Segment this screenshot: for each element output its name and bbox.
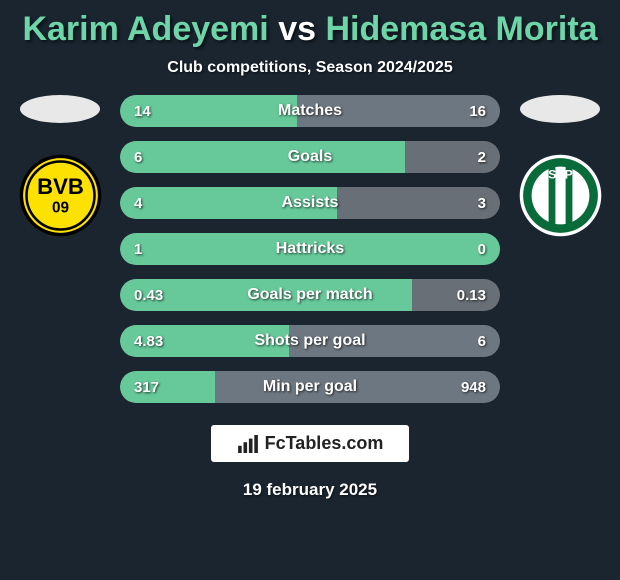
stat-row: 0.430.13Goals per match	[120, 279, 500, 311]
main-row: BVB09 1416Matches 62Goals 43Assists 10Hattr…	[0, 95, 620, 403]
stat-row: 1416Matches	[120, 95, 500, 127]
chart-icon	[237, 435, 259, 453]
stat-label: Goals per match	[120, 286, 500, 304]
stat-row: 43Assists	[120, 187, 500, 219]
svg-text:BVB: BVB	[37, 174, 84, 199]
vs-text: vs	[278, 10, 316, 48]
stat-row: 62Goals	[120, 141, 500, 173]
player2-name: Hidemasa Morita	[325, 10, 597, 48]
right-column: SCP	[500, 95, 620, 238]
date-text: 19 february 2025	[243, 480, 377, 500]
left-column: BVB09	[0, 95, 120, 238]
player1-club-badge-icon: BVB09	[18, 153, 103, 238]
stat-label: Assists	[120, 194, 500, 212]
stat-row: 10Hattricks	[120, 233, 500, 265]
branding-badge: FcTables.com	[211, 425, 410, 462]
player1-flag-icon	[20, 95, 100, 123]
svg-text:SCP: SCP	[548, 168, 573, 182]
comparison-infographic: Karim Adeyemi vs Hidemasa Morita Club co…	[0, 0, 620, 580]
stat-label: Shots per goal	[120, 332, 500, 350]
page-title: Karim Adeyemi vs Hidemasa Morita	[22, 10, 597, 49]
stats-column: 1416Matches 62Goals 43Assists 10Hattricks 0.…	[120, 95, 500, 403]
stat-label: Min per goal	[120, 378, 500, 396]
svg-text:09: 09	[51, 200, 68, 217]
player2-club-badge-icon: SCP	[518, 153, 603, 238]
stat-label: Goals	[120, 148, 500, 166]
subtitle: Club competitions, Season 2024/2025	[167, 59, 452, 77]
branding-text: FcTables.com	[265, 433, 384, 454]
stat-row: 4.836Shots per goal	[120, 325, 500, 357]
player1-name: Karim Adeyemi	[22, 10, 268, 48]
player2-flag-icon	[520, 95, 600, 123]
stat-label: Hattricks	[120, 240, 500, 258]
stat-label: Matches	[120, 102, 500, 120]
stat-row: 317948Min per goal	[120, 371, 500, 403]
